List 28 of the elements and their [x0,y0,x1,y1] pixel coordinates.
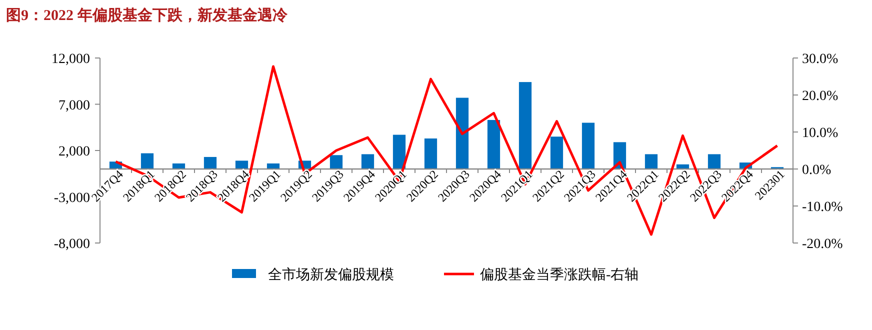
bar [456,98,469,169]
y2-tick-label: 30.0% [802,52,838,67]
y2-tick-label: 10.0% [802,126,838,141]
bar [582,122,595,169]
bar [235,160,248,169]
bar [518,82,532,169]
y-tick-label: 7,000 [58,98,90,114]
legend-label: 全市场新发偏股规模 [268,267,394,283]
bar [424,138,438,169]
y-tick-label: -3,000 [54,190,90,206]
legend-label: 偏股基金当季涨跌幅-右轴 [480,267,639,283]
chart-title: 图9：2022 年偏股基金下跌，新发基金遇冷 [6,6,288,24]
y2-tick-label: -10.0% [802,200,844,215]
bar [708,154,721,169]
y2-tick-label: 0.0% [802,163,832,178]
y2-tick-label: 20.0% [802,89,838,104]
y-tick-label: 12,000 [52,52,90,67]
bar [330,155,343,169]
bar [392,134,406,169]
bar [361,154,374,169]
bar [140,153,154,169]
bar [550,136,564,169]
y2-tick-label: -20.0% [802,237,844,252]
y-tick-label: 2,000 [58,144,90,160]
bar [204,156,217,169]
y-tick-label: -8,000 [54,237,90,252]
bar [644,154,658,169]
bar [487,120,500,169]
